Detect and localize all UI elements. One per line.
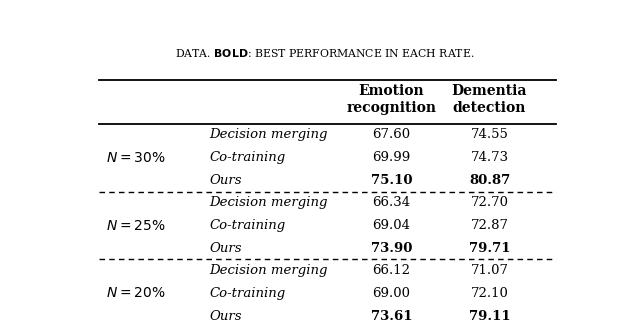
Text: Ours: Ours [209,174,242,187]
Text: 74.55: 74.55 [470,129,508,142]
Text: 66.34: 66.34 [372,196,410,209]
Text: 79.11: 79.11 [469,310,510,323]
Text: 74.73: 74.73 [470,151,508,164]
Text: Decision merging: Decision merging [209,129,328,142]
Text: Ours: Ours [209,310,242,323]
Text: 67.60: 67.60 [372,129,410,142]
Text: 72.10: 72.10 [470,287,508,300]
Text: $N = 30\%$: $N = 30\%$ [106,151,165,165]
Text: 72.70: 72.70 [470,196,508,209]
Text: DATA. $\mathbf{BOLD}$: BEST PERFORMANCE IN EACH RATE.: DATA. $\mathbf{BOLD}$: BEST PERFORMANCE … [175,46,475,58]
Text: Ours: Ours [209,241,242,255]
Text: Co-training: Co-training [209,151,286,164]
Text: 66.12: 66.12 [372,264,410,277]
Text: 73.90: 73.90 [370,241,412,255]
Text: Co-training: Co-training [209,287,286,300]
Text: 72.87: 72.87 [470,219,508,232]
Text: $N = 20\%$: $N = 20\%$ [106,286,165,300]
Text: 69.00: 69.00 [372,287,410,300]
Text: Decision merging: Decision merging [209,264,328,277]
Text: 73.61: 73.61 [370,310,412,323]
Text: 71.07: 71.07 [470,264,508,277]
Text: Dementia
detection: Dementia detection [452,84,527,115]
Text: 69.99: 69.99 [372,151,410,164]
Text: 75.10: 75.10 [370,174,412,187]
Text: Co-training: Co-training [209,219,286,232]
Text: 79.71: 79.71 [469,241,510,255]
Text: 69.04: 69.04 [372,219,410,232]
Text: $N = 25\%$: $N = 25\%$ [106,218,165,232]
Text: Emotion
recognition: Emotion recognition [346,84,436,115]
Text: Decision merging: Decision merging [209,196,328,209]
Text: 80.87: 80.87 [469,174,510,187]
